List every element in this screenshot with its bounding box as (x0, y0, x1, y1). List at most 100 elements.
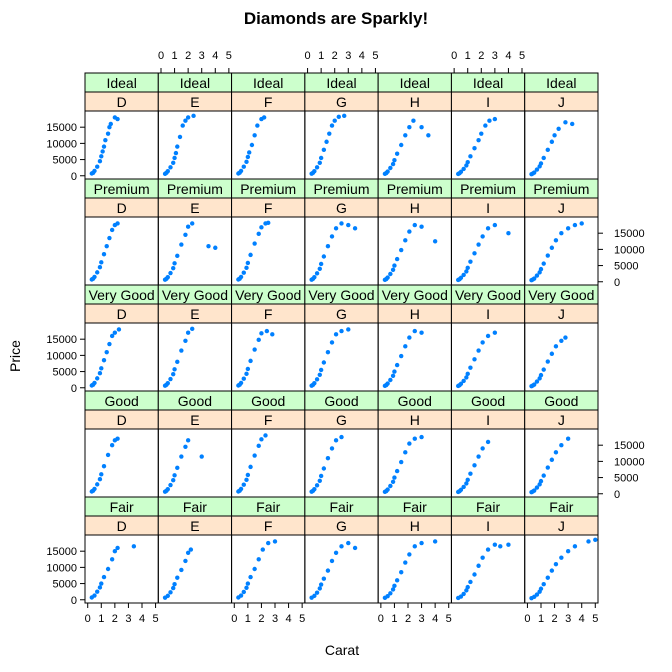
data-point (314, 483, 320, 488)
data-point (256, 443, 261, 449)
data-point (559, 442, 564, 448)
y-tick-label: 0 (71, 595, 77, 607)
data-point (487, 118, 492, 123)
x-tick-label: 2 (405, 613, 411, 625)
data-point (506, 542, 511, 547)
data-point (390, 479, 396, 484)
color-strip-label: I (486, 518, 490, 534)
data-point (314, 271, 320, 276)
data-point (317, 160, 322, 166)
data-point (352, 545, 358, 551)
data-point (171, 371, 176, 377)
data-point (407, 335, 412, 340)
color-strip-label: J (558, 518, 565, 534)
data-point (472, 572, 477, 577)
y-tick-label: 15000 (614, 440, 645, 452)
data-point (385, 275, 390, 280)
x-tick-label: 2 (185, 50, 191, 62)
data-point (255, 123, 260, 128)
data-point (317, 586, 322, 591)
data-point (312, 275, 317, 280)
data-point (485, 333, 491, 339)
data-point (105, 452, 111, 458)
color-strip-label: E (190, 412, 199, 428)
data-point (329, 340, 335, 345)
data-point (534, 273, 540, 278)
panel-frame (84, 110, 159, 180)
panel-frame (84, 322, 159, 392)
x-tick-label: 3 (272, 613, 278, 625)
x-tick-label: 5 (299, 613, 305, 625)
data-point (586, 539, 591, 544)
data-point (506, 230, 511, 236)
data-point (458, 381, 464, 387)
cut-strip-label: Fair (549, 499, 573, 515)
data-point (259, 225, 264, 230)
data-point (329, 558, 335, 564)
cut-strip-label: Fair (403, 499, 427, 515)
data-point (339, 221, 344, 226)
x-axis-title: Carat (325, 642, 359, 658)
data-point (545, 465, 550, 470)
data-point (245, 581, 251, 586)
y-tick-label: 5000 (53, 367, 77, 379)
data-point (549, 351, 555, 356)
data-point (346, 327, 351, 332)
x-tick-label: 5 (446, 613, 452, 625)
data-point (390, 161, 396, 167)
data-point (472, 357, 477, 362)
data-point (248, 574, 253, 580)
data-point (103, 137, 108, 143)
x-tick-label: 0 (231, 613, 237, 625)
data-point (461, 272, 466, 278)
data-point (171, 477, 176, 483)
data-point (95, 376, 100, 381)
data-point (107, 235, 112, 241)
x-tick-label: 2 (258, 613, 264, 625)
data-point (101, 252, 107, 257)
x-tick-label: 3 (199, 50, 205, 62)
x-tick-label: 0 (524, 613, 530, 625)
data-point (549, 245, 555, 250)
data-point (252, 133, 257, 138)
data-point (329, 446, 335, 451)
cut-strip-label: Very Good (162, 287, 228, 303)
data-point (105, 131, 111, 136)
data-point (412, 436, 417, 441)
x-tick-label: 1 (318, 50, 324, 62)
data-point (318, 155, 324, 161)
data-point (346, 540, 351, 546)
data-point (168, 376, 173, 382)
x-tick-label: 5 (519, 50, 525, 62)
data-point (476, 242, 481, 247)
data-point (352, 226, 358, 231)
data-point (333, 332, 339, 337)
data-point (419, 434, 424, 440)
data-point (458, 169, 464, 175)
data-point (485, 547, 491, 552)
data-point (465, 159, 470, 165)
cut-strip-label: Very Good (455, 287, 521, 303)
data-point (399, 353, 404, 359)
x-tick-label: 0 (305, 50, 311, 62)
color-strip-label: F (264, 200, 273, 216)
data-point (333, 438, 339, 443)
x-tick-label: 0 (158, 50, 164, 62)
data-point (175, 144, 180, 149)
color-strip-label: D (117, 306, 127, 322)
color-strip-label: H (410, 306, 420, 322)
data-point (112, 548, 118, 554)
data-point (559, 230, 564, 236)
cut-strip-label: Ideal (253, 75, 283, 91)
x-tick-label: 5 (226, 50, 232, 62)
data-point (244, 265, 249, 271)
cut-strip-label: Premium (240, 181, 296, 197)
x-tick-label: 0 (85, 613, 91, 625)
cut-strip-label: Premium (313, 181, 369, 197)
data-point (321, 576, 327, 581)
data-point (245, 472, 251, 478)
color-strip-label: I (486, 306, 490, 322)
data-point (312, 593, 317, 599)
color-strip-label: I (486, 94, 490, 110)
